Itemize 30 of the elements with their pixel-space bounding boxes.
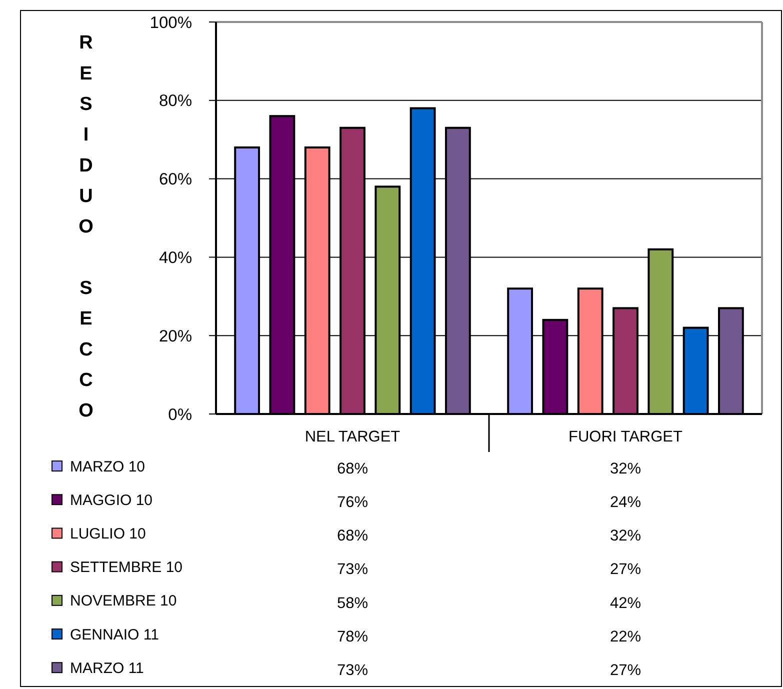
data-label: 68% (336, 460, 368, 478)
data-label: 24% (610, 494, 642, 512)
data-label: 73% (336, 662, 368, 680)
data-label: 68% (336, 528, 368, 545)
data-label: 73% (336, 561, 368, 578)
legend-label: MARZO 11 (70, 660, 144, 677)
legend-label: MAGGIO 10 (70, 492, 153, 509)
data-label: 32% (610, 460, 642, 478)
y-tick-label: 0% (168, 406, 192, 424)
legend-label: SETTEMBRE 10 (70, 559, 183, 576)
data-label: 42% (610, 594, 642, 612)
legend-label: LUGLIO 10 (70, 525, 146, 542)
legend-label: NOVEMBRE 10 (70, 592, 177, 610)
legend-label: GENNAIO 11 (70, 626, 159, 644)
text: RESIDUO SECCO (78, 32, 94, 422)
x-tick-label: NEL TARGET (304, 428, 401, 446)
y-tick-label: 100% (150, 14, 192, 32)
y-tick-label: 60% (158, 170, 192, 189)
x-tick-label: FUORI TARGET (568, 428, 684, 446)
data-label: 78% (336, 628, 368, 646)
y-tick-label: 40% (158, 248, 192, 267)
data-label: 27% (610, 662, 642, 680)
data-label: 22% (610, 628, 642, 646)
data-label: 58% (336, 594, 368, 612)
legend-label: MARZO 10 (70, 458, 146, 476)
data-label: 32% (610, 528, 642, 545)
data-label: 27% (610, 561, 642, 578)
y-tick-label: 20% (158, 327, 192, 346)
data-label: 76% (336, 494, 368, 512)
y-tick-label: 80% (158, 92, 192, 110)
